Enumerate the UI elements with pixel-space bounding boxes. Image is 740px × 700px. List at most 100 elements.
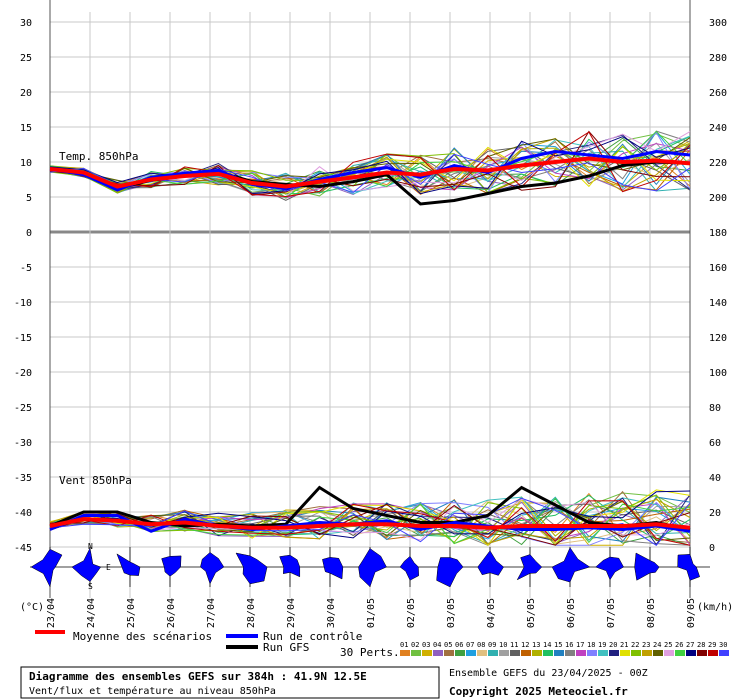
x-date-label: 09/05 (686, 598, 697, 628)
right-tick-label: 60 (709, 438, 721, 449)
wind-roses (30, 547, 710, 588)
wind-rose (110, 547, 150, 587)
wind-member-line (49, 494, 691, 547)
left-tick-label: 30 (20, 18, 32, 29)
pert-swatch (576, 650, 586, 656)
wind-member-line (49, 500, 691, 546)
right-tick-label: 0 (709, 543, 715, 554)
pert-id-label: 28 (697, 641, 705, 649)
legend-swatch-mean (35, 630, 65, 634)
wind-rose-shape (477, 550, 504, 576)
wind-rose-shape (161, 555, 182, 577)
left-tick-label: -25 (14, 403, 32, 414)
x-date-label: 07/05 (606, 598, 617, 628)
x-date-label: 29/04 (286, 598, 297, 628)
temp-member-line (49, 145, 691, 194)
wind-member-line (49, 503, 691, 546)
pert-id-label: 13 (532, 641, 540, 649)
pert-swatch (554, 650, 564, 656)
left-tick-label: -35 (14, 473, 32, 484)
x-date-label: 04/05 (486, 598, 497, 628)
pert-swatch (653, 650, 663, 656)
x-date-label: 01/05 (366, 598, 377, 628)
left-axis-unit: (°C) (20, 602, 44, 613)
right-tick-label: 240 (709, 123, 727, 134)
pert-id-label: 01 (400, 641, 408, 649)
pert-swatch (686, 650, 696, 656)
pert-swatch (422, 650, 432, 656)
pert-swatch (631, 650, 641, 656)
wind-rose-shape (358, 548, 387, 588)
left-tick-label: 0 (26, 228, 32, 239)
wind-member-line (49, 497, 691, 546)
left-tick-label: 15 (20, 123, 32, 134)
wind-rose (510, 547, 550, 587)
compass-s: S (88, 582, 93, 591)
pert-swatch (466, 650, 476, 656)
legend-label-gfs: Run GFS (263, 641, 309, 654)
wind-rose-shape (279, 554, 301, 578)
legend-swatch-gfs (226, 645, 258, 649)
pert-id-label: 30 (719, 641, 727, 649)
wind-rose (390, 547, 430, 587)
wind-rose (70, 547, 110, 587)
x-date-label: 24/04 (86, 598, 97, 628)
pert-id-label: 11 (510, 641, 518, 649)
legend: Moyenne des scénarios Run de contrôle Ru… (35, 630, 400, 659)
x-date-label: 08/05 (646, 598, 657, 628)
wind-rose-shape (235, 552, 268, 585)
legend-swatch-control (226, 634, 258, 638)
pert-id-label: 04 (433, 641, 441, 649)
wind-rose (350, 547, 390, 588)
pert-swatch (444, 650, 454, 656)
wind-rose (470, 547, 510, 587)
panel-label-wind: Vent 850hPa (59, 474, 132, 487)
wind-rose (630, 547, 670, 587)
left-tick-label: 10 (20, 158, 32, 169)
wind-rose-shape (551, 547, 591, 583)
footer-copyright: Copyright 2025 Meteociel.fr (449, 685, 628, 698)
right-tick-label: 140 (709, 298, 727, 309)
pert-id-label: 15 (554, 641, 562, 649)
pert-swatch (521, 650, 531, 656)
pert-id-label: 08 (477, 641, 485, 649)
right-tick-label: 120 (709, 333, 727, 344)
right-tick-label: 260 (709, 88, 727, 99)
perturbation-legend: 01 02 03 04 05 06 07 08 09 10 11 12 13 14 15 16 17 18 19 20… (400, 641, 729, 656)
right-tick-label: 20 (709, 508, 721, 519)
pert-swatch (708, 650, 718, 656)
left-tick-label: -30 (14, 438, 32, 449)
right-tick-label: 80 (709, 403, 721, 414)
wind-rose-shape (436, 557, 464, 588)
pert-swatch (477, 650, 487, 656)
footer-subtitle: Vent/flux et température au niveau 850hP… (29, 685, 276, 697)
wind-rose (310, 547, 350, 587)
pert-swatch (609, 650, 619, 656)
main-series (49, 149, 691, 533)
pert-id-label: 09 (488, 641, 496, 649)
pert-swatch (664, 650, 674, 656)
pert-id-label: 20 (609, 641, 617, 649)
pert-id-label: 03 (422, 641, 430, 649)
wind-rose-shape (677, 554, 701, 581)
wind-member-line (49, 498, 691, 546)
footer-title: Diagramme des ensembles GEFS sur 384h : … (29, 670, 367, 683)
pert-id-label: 23 (642, 641, 650, 649)
wind-rose-shape (30, 548, 63, 588)
compass-e: E (106, 563, 111, 572)
pert-swatch (433, 650, 443, 656)
pert-swatch (532, 650, 542, 656)
wind-member-line (49, 499, 691, 545)
wind-rose (30, 547, 70, 588)
right-axis-unit: (km/h) (697, 602, 733, 613)
left-tick-label: -5 (20, 263, 32, 274)
pert-id-label: 02 (411, 641, 419, 649)
temp-control-line (49, 149, 691, 192)
x-date-label: 25/04 (126, 598, 137, 628)
perts-label: 30 Perts. (340, 646, 400, 659)
pert-id-label: 06 (455, 641, 463, 649)
left-tick-label: 5 (26, 193, 32, 204)
x-date-label: 03/05 (446, 598, 457, 628)
